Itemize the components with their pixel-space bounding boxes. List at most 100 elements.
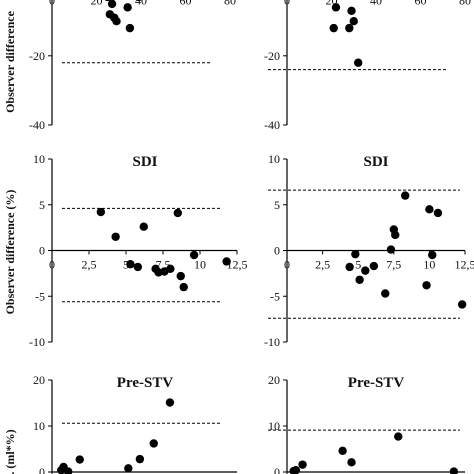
y-tick-label: 5 bbox=[274, 198, 280, 212]
chart-panel-row2-right: -10 -5 0 5 10 0 2,5 5 7,5 10 12,5 SDI bbox=[264, 152, 474, 349]
data-point bbox=[125, 23, 135, 33]
y-tick-label: 10 bbox=[33, 152, 45, 166]
y-tick-label: -5 bbox=[270, 289, 280, 303]
y-tick-label: 5 bbox=[39, 198, 45, 212]
data-point bbox=[351, 249, 360, 259]
x-tick-label: 10 bbox=[423, 258, 435, 272]
data-point bbox=[433, 208, 443, 218]
data-point bbox=[425, 205, 434, 214]
x-tick-label: 20 bbox=[326, 0, 338, 8]
data-point bbox=[135, 0, 142, 2]
data-point bbox=[422, 281, 431, 290]
y-tick-label: 0 bbox=[274, 244, 280, 258]
y-tick-label: -20 bbox=[29, 49, 45, 63]
data-point bbox=[394, 432, 403, 441]
data-point bbox=[126, 260, 135, 269]
data-point bbox=[400, 191, 410, 200]
y-tick-label: -10 bbox=[264, 335, 280, 349]
data-point bbox=[189, 250, 199, 260]
y-tick-label: 0 bbox=[274, 465, 280, 474]
data-point bbox=[298, 460, 307, 469]
data-point bbox=[361, 266, 370, 275]
data-point bbox=[75, 455, 84, 464]
x-tick-label: 2,5 bbox=[82, 258, 97, 272]
data-point bbox=[457, 300, 467, 309]
y-tick-label: 0 bbox=[39, 465, 45, 474]
x-tick-label: 40 bbox=[370, 0, 382, 8]
data-point bbox=[96, 207, 106, 217]
data-point bbox=[149, 439, 158, 448]
data-point bbox=[124, 464, 133, 473]
data-point bbox=[123, 3, 132, 12]
data-point bbox=[104, 0, 111, 2]
data-point bbox=[176, 271, 185, 281]
data-point bbox=[179, 282, 188, 292]
data-point bbox=[112, 17, 121, 26]
chart-panel-row1-left: -40 -20 0 20 40 60 80 Observer difference bbox=[3, 0, 236, 132]
data-point bbox=[222, 257, 231, 266]
y-tick-label: 10 bbox=[268, 152, 280, 166]
data-point bbox=[428, 250, 437, 260]
x-tick-label: 10 bbox=[194, 258, 206, 272]
y-axis-title: Diff. (ml*%) bbox=[3, 429, 17, 474]
data-point bbox=[347, 458, 356, 467]
panel-title: Pre-STV bbox=[117, 375, 174, 391]
x-tick-label: 80 bbox=[224, 0, 236, 8]
x-tick-label: 5 bbox=[355, 258, 361, 272]
data-point bbox=[331, 3, 341, 12]
y-tick-label: -20 bbox=[264, 49, 280, 63]
x-tick-label: 60 bbox=[415, 0, 427, 8]
data-point bbox=[133, 262, 143, 272]
x-tick-label: 2,5 bbox=[315, 258, 330, 272]
data-point bbox=[329, 23, 338, 33]
data-point bbox=[449, 467, 459, 474]
chart-panel-row1-right: -40 -20 0 20 40 60 80 bbox=[264, 0, 471, 132]
x-tick-label: 7,5 bbox=[386, 258, 401, 272]
y-tick-label: 0 bbox=[39, 244, 45, 258]
data-point bbox=[338, 446, 347, 456]
panel-title: SDI bbox=[363, 154, 388, 170]
x-tick-label: 40 bbox=[135, 0, 147, 8]
y-axis-title: Observer difference (%) bbox=[3, 190, 17, 315]
data-point bbox=[381, 289, 390, 298]
data-point bbox=[111, 232, 120, 241]
y-tick-label: 10 bbox=[268, 419, 280, 433]
x-tick-label: 80 bbox=[459, 0, 471, 8]
data-point bbox=[173, 208, 182, 218]
data-point bbox=[391, 230, 400, 240]
data-point bbox=[354, 58, 363, 67]
x-tick-label: 12,5 bbox=[455, 258, 474, 272]
x-tick-label: 12,5 bbox=[227, 258, 248, 272]
data-point bbox=[165, 398, 175, 407]
x-tick-label: 0 bbox=[49, 0, 55, 8]
x-tick-label: 5 bbox=[123, 258, 129, 272]
data-point bbox=[355, 275, 364, 284]
y-tick-label: 10 bbox=[33, 419, 45, 433]
y-tick-label: -10 bbox=[29, 335, 45, 349]
y-tick-label: -40 bbox=[29, 118, 45, 132]
x-tick-label: 20 bbox=[91, 0, 103, 8]
x-tick-label: 0 bbox=[49, 258, 55, 272]
x-tick-label: 0 bbox=[284, 0, 290, 8]
data-point bbox=[347, 6, 356, 16]
chart-panel-row3-right: 0 10 20 Pre-STV bbox=[268, 373, 465, 474]
data-point bbox=[369, 261, 379, 271]
data-point bbox=[107, 0, 117, 9]
x-tick-label: 60 bbox=[180, 0, 192, 8]
data-point bbox=[139, 222, 148, 231]
panel-title: Pre-STV bbox=[348, 375, 405, 391]
data-point bbox=[166, 264, 175, 273]
data-point bbox=[105, 10, 115, 19]
data-point bbox=[135, 454, 145, 464]
y-tick-label: 20 bbox=[268, 373, 280, 387]
y-tick-label: -5 bbox=[35, 289, 45, 303]
panel-title: SDI bbox=[132, 154, 157, 170]
chart-panel-row3-left: 0 10 20 Pre-STV Diff. (ml*%) bbox=[3, 373, 237, 474]
data-point bbox=[345, 23, 354, 33]
data-point bbox=[349, 17, 358, 26]
y-tick-label: 20 bbox=[33, 373, 45, 387]
data-point bbox=[63, 467, 73, 474]
y-axis-title: Observer difference bbox=[3, 10, 17, 113]
data-point bbox=[291, 465, 301, 474]
